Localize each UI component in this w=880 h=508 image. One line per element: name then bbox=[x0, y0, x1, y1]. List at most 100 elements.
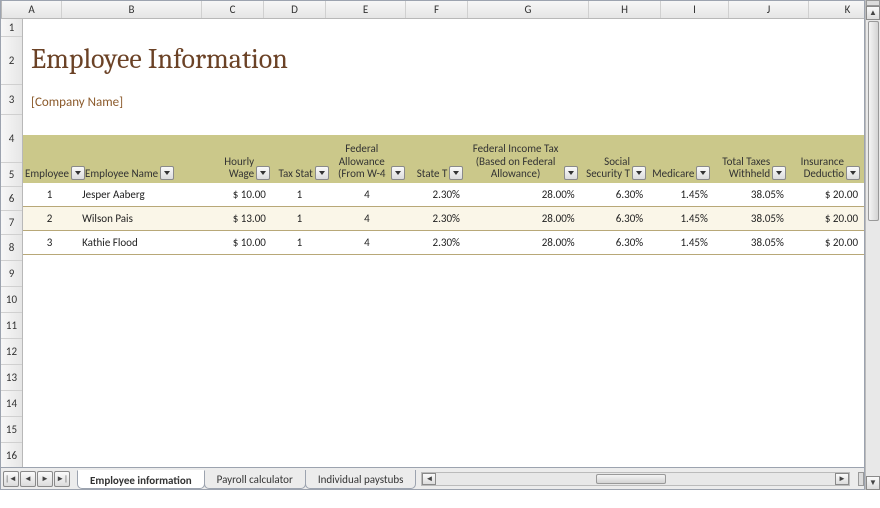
table-cell[interactable]: 1 bbox=[272, 212, 331, 225]
hscroll-thumb[interactable] bbox=[596, 474, 666, 484]
filter-button[interactable] bbox=[160, 166, 174, 180]
filter-button[interactable] bbox=[564, 166, 578, 180]
table-cell[interactable]: Wilson Pais bbox=[80, 212, 213, 225]
table-cell[interactable]: Jesper Aaberg bbox=[80, 188, 213, 201]
sheet-content[interactable]: Employee Information [Company Name] Empl… bbox=[23, 19, 864, 467]
table-header-label: Employee Name bbox=[85, 168, 158, 181]
table-cell[interactable]: 38.05% bbox=[714, 236, 790, 249]
row-header-16[interactable]: 16 bbox=[1, 443, 22, 469]
col-header-B[interactable]: B bbox=[62, 1, 202, 18]
table-header-3: Tax Stat bbox=[274, 164, 333, 183]
page-title: Employee Information bbox=[31, 43, 288, 75]
sheet-tab-bar: |◄ ◄ ► ►| Employee informationPayroll ca… bbox=[1, 467, 864, 489]
row-header-13[interactable]: 13 bbox=[1, 365, 22, 391]
table-cell[interactable]: $ 10.00 bbox=[213, 188, 272, 201]
table-cell[interactable]: $ 20.00 bbox=[790, 236, 864, 249]
table-cell[interactable]: Kathie Flood bbox=[80, 236, 213, 249]
sheet-tab[interactable]: Employee information bbox=[77, 470, 205, 489]
row-header-11[interactable]: 11 bbox=[1, 313, 22, 339]
col-header-G[interactable]: G bbox=[468, 1, 589, 18]
table-cell[interactable]: 2 bbox=[23, 212, 80, 225]
col-header-H[interactable]: H bbox=[589, 1, 661, 18]
row-header-12[interactable]: 12 bbox=[1, 339, 22, 365]
table-cell[interactable]: 6.30% bbox=[581, 212, 649, 225]
table-row[interactable]: 1Jesper Aaberg$ 10.00142.30%28.00%6.30%1… bbox=[23, 183, 864, 207]
table-cell[interactable]: 1 bbox=[272, 188, 331, 201]
hscroll-right[interactable]: ► bbox=[835, 473, 849, 485]
col-header-D[interactable]: D bbox=[264, 1, 326, 18]
tab-nav-prev[interactable]: ◄ bbox=[20, 471, 36, 487]
table-header-4: Federal Allowance (From W-4 bbox=[333, 141, 409, 183]
filter-button[interactable] bbox=[632, 166, 646, 180]
table-header-label: Total Taxes Withheld bbox=[716, 156, 770, 181]
table-row[interactable]: 2Wilson Pais$ 13.00142.30%28.00%6.30%1.4… bbox=[23, 207, 864, 231]
row-header-1[interactable]: 1 bbox=[1, 19, 22, 37]
table-cell[interactable]: 1.45% bbox=[649, 212, 714, 225]
table-header-label: Tax Stat bbox=[278, 168, 312, 181]
table-cell[interactable]: 4 bbox=[331, 188, 407, 201]
row-header-3[interactable]: 3 bbox=[1, 85, 22, 115]
table-cell[interactable]: 6.30% bbox=[581, 188, 649, 201]
col-header-F[interactable]: F bbox=[406, 1, 468, 18]
row-header-2[interactable]: 2 bbox=[1, 37, 22, 85]
row-header-8[interactable]: 8 bbox=[1, 235, 22, 261]
filter-button[interactable] bbox=[315, 166, 329, 180]
row-header-6[interactable]: 6 bbox=[1, 187, 22, 211]
col-header-C[interactable]: C bbox=[202, 1, 264, 18]
sheet-tab[interactable]: Payroll calculator bbox=[204, 470, 306, 489]
filter-button[interactable] bbox=[696, 166, 710, 180]
tab-nav-buttons: |◄ ◄ ► ►| bbox=[1, 471, 73, 487]
col-header-J[interactable]: J bbox=[729, 1, 809, 18]
table-cell[interactable]: $ 13.00 bbox=[213, 212, 272, 225]
table-cell[interactable]: 3 bbox=[23, 236, 80, 249]
table-cell[interactable]: 2.30% bbox=[407, 188, 466, 201]
sheet-tab[interactable]: Individual paystubs bbox=[305, 470, 417, 489]
table-cell[interactable]: 1.45% bbox=[649, 236, 714, 249]
table-cell[interactable]: 28.00% bbox=[466, 188, 581, 201]
filter-button[interactable] bbox=[391, 166, 405, 180]
table-cell[interactable]: 28.00% bbox=[466, 212, 581, 225]
vscroll-up[interactable]: ▲ bbox=[866, 6, 880, 20]
horizontal-scrollbar[interactable]: ◄ ► bbox=[421, 472, 850, 486]
vertical-scrollbar[interactable]: ▲ ▼ bbox=[865, 0, 880, 490]
table-cell[interactable]: 4 bbox=[331, 236, 407, 249]
row-header-5[interactable]: 5 bbox=[1, 163, 22, 187]
filter-button[interactable] bbox=[449, 166, 463, 180]
hscroll-split[interactable] bbox=[858, 472, 864, 486]
col-header-I[interactable]: I bbox=[661, 1, 729, 18]
hscroll-left[interactable]: ◄ bbox=[422, 473, 436, 485]
table-cell[interactable]: 38.05% bbox=[714, 212, 790, 225]
table-row[interactable]: 3Kathie Flood$ 10.00142.30%28.00%6.30%1.… bbox=[23, 231, 864, 255]
col-header-E[interactable]: E bbox=[326, 1, 406, 18]
row-header-9[interactable]: 9 bbox=[1, 261, 22, 287]
table-cell[interactable]: 1 bbox=[272, 236, 331, 249]
table-cell[interactable]: 2.30% bbox=[407, 212, 466, 225]
row-header-15[interactable]: 15 bbox=[1, 417, 22, 443]
table-header-10: Insurance Deductio bbox=[790, 154, 864, 183]
tab-nav-next[interactable]: ► bbox=[37, 471, 53, 487]
vscroll-down[interactable]: ▼ bbox=[866, 476, 880, 490]
table-cell[interactable]: 28.00% bbox=[466, 236, 581, 249]
table-header-label: State T bbox=[417, 168, 448, 181]
row-header-10[interactable]: 10 bbox=[1, 287, 22, 313]
tab-nav-last[interactable]: ►| bbox=[54, 471, 70, 487]
table-cell[interactable]: 1 bbox=[23, 188, 80, 201]
row-header-7[interactable]: 7 bbox=[1, 211, 22, 235]
col-header-A[interactable]: A bbox=[2, 1, 62, 18]
table-cell[interactable]: $ 10.00 bbox=[213, 236, 272, 249]
table-cell[interactable]: 6.30% bbox=[581, 236, 649, 249]
table-cell[interactable]: $ 20.00 bbox=[790, 188, 864, 201]
table-header-label: Federal Income Tax (Based on Federal All… bbox=[469, 143, 561, 181]
row-header-14[interactable]: 14 bbox=[1, 391, 22, 417]
vscroll-thumb[interactable] bbox=[868, 21, 879, 221]
tab-nav-first[interactable]: |◄ bbox=[3, 471, 19, 487]
table-cell[interactable]: 38.05% bbox=[714, 188, 790, 201]
table-cell[interactable]: 1.45% bbox=[649, 188, 714, 201]
filter-button[interactable] bbox=[772, 166, 786, 180]
table-cell[interactable]: 4 bbox=[331, 212, 407, 225]
filter-button[interactable] bbox=[256, 166, 270, 180]
table-cell[interactable]: $ 20.00 bbox=[790, 212, 864, 225]
table-cell[interactable]: 2.30% bbox=[407, 236, 466, 249]
row-header-4[interactable]: 4 bbox=[1, 115, 22, 163]
filter-button[interactable] bbox=[846, 166, 860, 180]
